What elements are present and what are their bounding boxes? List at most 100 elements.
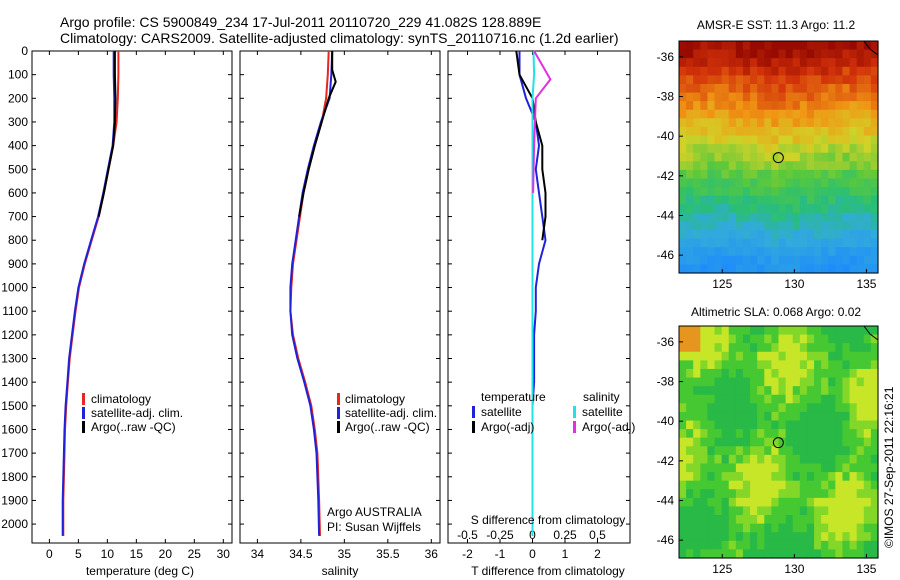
map-cell	[821, 489, 829, 499]
map-cell	[750, 446, 758, 456]
map-cell	[835, 429, 844, 439]
map-cell	[849, 255, 858, 265]
map-cell	[835, 411, 844, 422]
map-cell	[792, 351, 801, 361]
map-cell	[799, 212, 808, 223]
map-cell	[863, 101, 872, 111]
map-cell	[849, 334, 858, 344]
map-cell	[693, 446, 701, 456]
map-cell	[735, 326, 744, 336]
map-cell	[679, 58, 687, 68]
map-cell	[806, 540, 815, 550]
map-cell	[828, 472, 836, 482]
map-cell	[714, 66, 723, 76]
map-cell	[707, 161, 716, 171]
map-cell	[778, 204, 787, 214]
map-cell	[778, 238, 787, 248]
map-cell	[707, 126, 716, 137]
map-cell	[771, 118, 780, 128]
map-cell	[742, 420, 751, 430]
map-cell	[799, 420, 808, 430]
map-cell	[764, 489, 772, 499]
map-y-tick-label: -46	[657, 248, 675, 262]
map-cell	[792, 403, 801, 413]
map-cell	[700, 264, 709, 274]
map-cell	[835, 178, 844, 188]
map-cell	[835, 394, 844, 404]
map-cell	[735, 472, 744, 482]
map-cell	[764, 178, 772, 188]
map-cell	[778, 532, 787, 542]
salinity-legend: climatology satellite-adj. clim. Argo(..…	[337, 392, 437, 434]
map-cell	[679, 144, 687, 154]
map-cell	[870, 480, 879, 490]
map-cell	[863, 195, 872, 205]
map-cell	[707, 394, 716, 404]
map-cell	[828, 480, 836, 490]
map-cell	[806, 144, 815, 154]
map-cell	[735, 41, 744, 51]
map-cell	[750, 326, 758, 336]
map-cell	[728, 334, 737, 344]
map-cell	[806, 221, 815, 231]
map-cell	[870, 497, 879, 508]
map-x-tick-label: 125	[712, 277, 732, 291]
map-cell	[764, 126, 772, 137]
map-cell	[806, 446, 815, 456]
map-cell	[870, 326, 879, 336]
map-cell	[742, 204, 751, 214]
map-cell	[870, 489, 879, 499]
map-cell	[778, 255, 787, 265]
map-cell	[856, 204, 865, 214]
map-cell	[735, 446, 744, 456]
map-cell	[792, 489, 801, 499]
map-cell	[821, 169, 829, 180]
map-cell	[778, 101, 787, 111]
map-cell	[693, 264, 701, 274]
map-cell	[792, 429, 801, 439]
map-cell	[856, 230, 865, 240]
map-cell	[863, 135, 872, 145]
map-cell	[700, 360, 709, 370]
map-cell	[686, 454, 694, 465]
map-cell	[870, 92, 879, 102]
map-cell	[700, 480, 709, 490]
map-cell	[686, 66, 694, 76]
map-cell	[728, 497, 737, 508]
map-cell	[750, 506, 758, 516]
map-cell	[757, 230, 765, 240]
map-cell	[778, 368, 787, 379]
map-cell	[870, 75, 879, 85]
map-cell	[693, 394, 701, 404]
map-cell	[778, 264, 787, 274]
map-cell	[835, 540, 844, 550]
map-cell	[785, 368, 794, 379]
map-x-tick-label: 130	[784, 562, 804, 576]
map-cell	[771, 463, 780, 473]
map-cell	[679, 437, 687, 447]
map-cell	[735, 411, 744, 422]
legend-label-climatology: climatology	[345, 392, 405, 406]
credit-line-2: PI: Susan Wijffels	[327, 520, 421, 534]
map-cell	[693, 109, 701, 119]
map-cell	[842, 101, 851, 111]
map-cell	[785, 446, 794, 456]
map-cell	[806, 92, 815, 102]
map-cell	[728, 58, 737, 68]
map-cell	[742, 169, 751, 180]
map-cell	[856, 92, 865, 102]
map-cell	[814, 343, 822, 353]
map-cell	[828, 334, 836, 344]
map-cell	[735, 212, 744, 223]
map-cell	[735, 75, 744, 85]
map-cell	[771, 187, 780, 197]
map-cell	[856, 540, 865, 550]
map-cell	[714, 480, 723, 490]
map-cell	[828, 126, 836, 137]
map-cell	[721, 454, 730, 465]
map-cell	[700, 515, 709, 525]
map-cell	[686, 480, 694, 490]
map-cell	[806, 411, 815, 422]
map-cell	[821, 178, 829, 188]
map-cell	[742, 377, 751, 387]
